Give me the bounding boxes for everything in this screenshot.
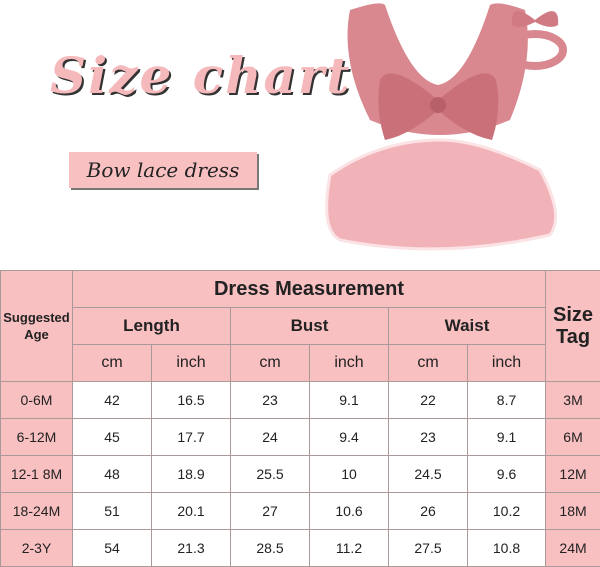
dress-image xyxy=(280,0,600,260)
value-cell: 22 xyxy=(389,382,468,419)
value-cell: 26 xyxy=(389,493,468,530)
age-cell: 18-24M xyxy=(1,493,73,530)
value-cell: 24.5 xyxy=(389,456,468,493)
unit-header: inch xyxy=(468,345,546,382)
value-cell: 18.9 xyxy=(152,456,231,493)
age-cell: 12-1 8M xyxy=(1,456,73,493)
size-tag-header: Size Tag xyxy=(546,271,600,382)
value-cell: 8.7 xyxy=(468,382,546,419)
age-cell: 6-12M xyxy=(1,419,73,456)
value-cell: 9.1 xyxy=(310,382,389,419)
unit-header: cm xyxy=(231,345,310,382)
value-cell: 9.1 xyxy=(468,419,546,456)
size-cell: 3M xyxy=(546,382,600,419)
value-cell: 9.4 xyxy=(310,419,389,456)
unit-header: cm xyxy=(73,345,152,382)
value-cell: 27 xyxy=(231,493,310,530)
value-cell: 27.5 xyxy=(389,530,468,567)
length-header: Length xyxy=(73,308,231,345)
bust-header: Bust xyxy=(231,308,389,345)
value-cell: 23 xyxy=(231,382,310,419)
value-cell: 9.6 xyxy=(468,456,546,493)
value-cell: 10.2 xyxy=(468,493,546,530)
size-table: Suggested Age Dress Measurement Size Tag… xyxy=(0,270,600,567)
size-cell: 12M xyxy=(546,456,600,493)
value-cell: 25.5 xyxy=(231,456,310,493)
value-cell: 10.8 xyxy=(468,530,546,567)
value-cell: 23 xyxy=(389,419,468,456)
value-cell: 48 xyxy=(73,456,152,493)
unit-header: inch xyxy=(152,345,231,382)
value-cell: 28.5 xyxy=(231,530,310,567)
measurement-header: Dress Measurement xyxy=(73,271,546,308)
size-cell: 6M xyxy=(546,419,600,456)
value-cell: 16.5 xyxy=(152,382,231,419)
value-cell: 45 xyxy=(73,419,152,456)
value-cell: 21.3 xyxy=(152,530,231,567)
size-cell: 18M xyxy=(546,493,600,530)
subtitle: Bow lace dress xyxy=(69,152,257,188)
value-cell: 24 xyxy=(231,419,310,456)
value-cell: 42 xyxy=(73,382,152,419)
value-cell: 17.7 xyxy=(152,419,231,456)
value-cell: 51 xyxy=(73,493,152,530)
age-header: Suggested Age xyxy=(1,271,73,382)
size-cell: 24M xyxy=(546,530,600,567)
value-cell: 54 xyxy=(73,530,152,567)
unit-header: cm xyxy=(389,345,468,382)
value-cell: 20.1 xyxy=(152,493,231,530)
age-cell: 2-3Y xyxy=(1,530,73,567)
value-cell: 10.6 xyxy=(310,493,389,530)
unit-header: inch xyxy=(310,345,389,382)
age-cell: 0-6M xyxy=(1,382,73,419)
waist-header: Waist xyxy=(389,308,546,345)
value-cell: 10 xyxy=(310,456,389,493)
value-cell: 11.2 xyxy=(310,530,389,567)
